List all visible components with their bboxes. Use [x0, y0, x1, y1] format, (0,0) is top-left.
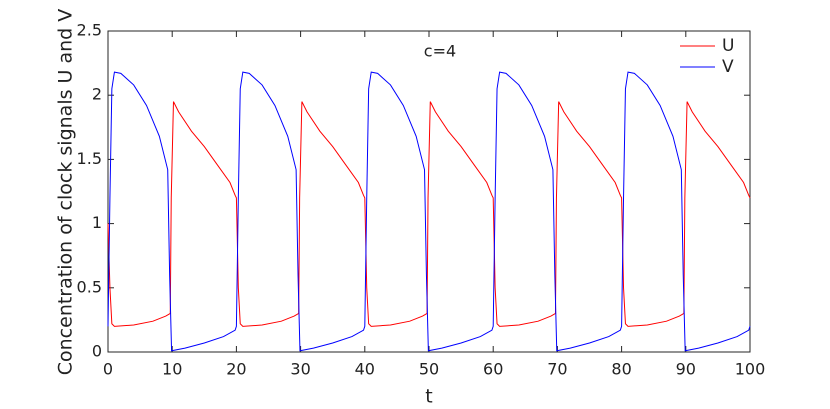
x-axis-label: t	[425, 386, 432, 408]
x-tick-label: 20	[226, 360, 246, 379]
y-tick-label: 0.5	[77, 277, 102, 296]
x-tick-label: 100	[735, 360, 766, 379]
y-tick-label: 0	[92, 342, 102, 361]
x-tick-label: 90	[676, 360, 696, 379]
x-tick-label: 0	[103, 360, 113, 379]
legend-label: U	[722, 36, 734, 56]
x-tick-label: 80	[611, 360, 631, 379]
y-tick-label: 2	[92, 85, 102, 104]
x-tick-label: 60	[483, 360, 503, 379]
x-tick-label: 10	[162, 360, 182, 379]
axes-box	[107, 30, 751, 353]
annotation: c=4	[424, 42, 456, 61]
x-tick-label: 70	[547, 360, 567, 379]
line-series	[107, 101, 751, 327]
y-axis-label: Concentration of clock signals U and V	[55, 9, 77, 376]
x-tick-label: 30	[290, 360, 310, 379]
y-tick-label: 1.5	[77, 149, 102, 168]
x-tick-label: 50	[419, 360, 439, 379]
y-tick-label: 2.5	[77, 21, 102, 40]
legend-label: V	[722, 57, 734, 77]
x-tick-label: 40	[355, 360, 375, 379]
y-tick-label: 1	[92, 213, 102, 232]
line-series	[107, 71, 751, 352]
